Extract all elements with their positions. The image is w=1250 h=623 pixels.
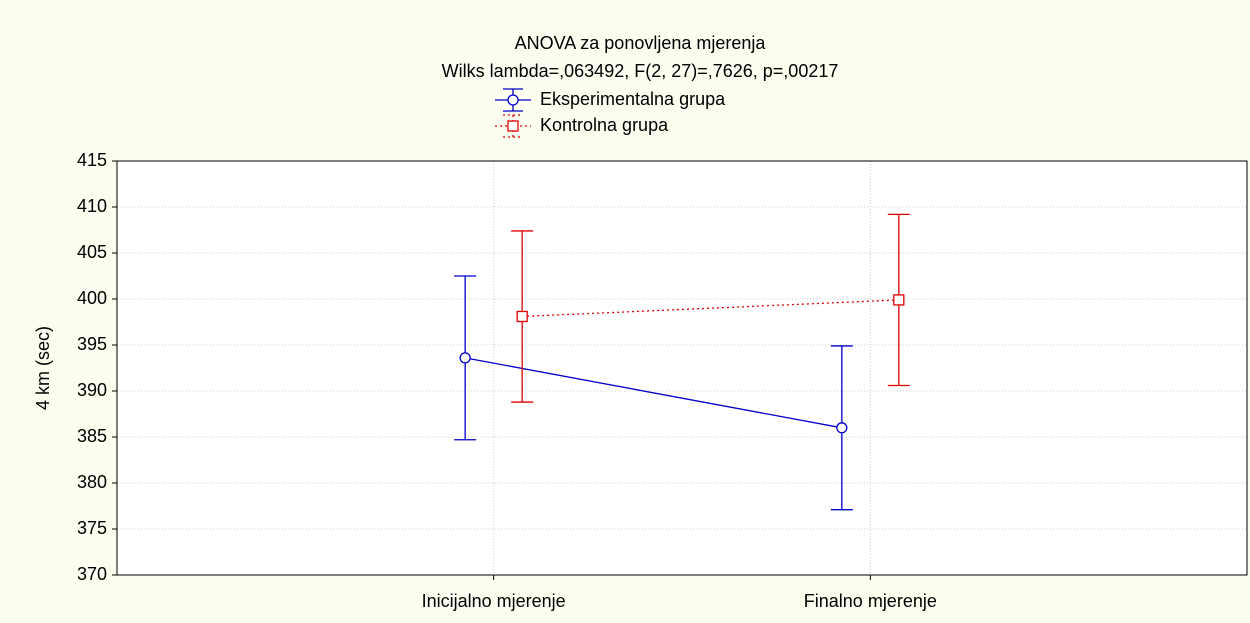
legend-marker [507, 94, 519, 106]
y-tick-label: 380 [77, 472, 107, 492]
y-tick-label: 370 [77, 564, 107, 584]
x-tick-label: Inicijalno mjerenje [422, 591, 566, 611]
y-tick-label: 400 [77, 288, 107, 308]
y-axis-label: 4 km (sec) [33, 326, 53, 410]
data-point [459, 352, 471, 364]
y-tick-label: 410 [77, 196, 107, 216]
plot-frame [116, 160, 1248, 576]
y-tick-label: 390 [77, 380, 107, 400]
legend-label: Kontrolna grupa [540, 115, 669, 135]
plot-area [117, 161, 1247, 575]
y-tick-label: 385 [77, 426, 107, 446]
legend-label: Eksperimentalna grupa [540, 89, 726, 109]
chart-subtitle: Wilks lambda=,063492, F(2, 27)=,7626, p=… [442, 61, 839, 81]
x-tick-label: Finalno mjerenje [804, 591, 937, 611]
y-tick-label: 395 [77, 334, 107, 354]
legend-marker [507, 120, 519, 132]
y-tick-label: 405 [77, 242, 107, 262]
data-point [836, 422, 848, 434]
y-tick-label: 375 [77, 518, 107, 538]
data-point [893, 294, 905, 306]
series-line [465, 357, 842, 429]
chart-title: ANOVA za ponovljena mjerenja [515, 33, 767, 53]
y-tick-label: 415 [77, 150, 107, 170]
data-point [516, 310, 528, 323]
